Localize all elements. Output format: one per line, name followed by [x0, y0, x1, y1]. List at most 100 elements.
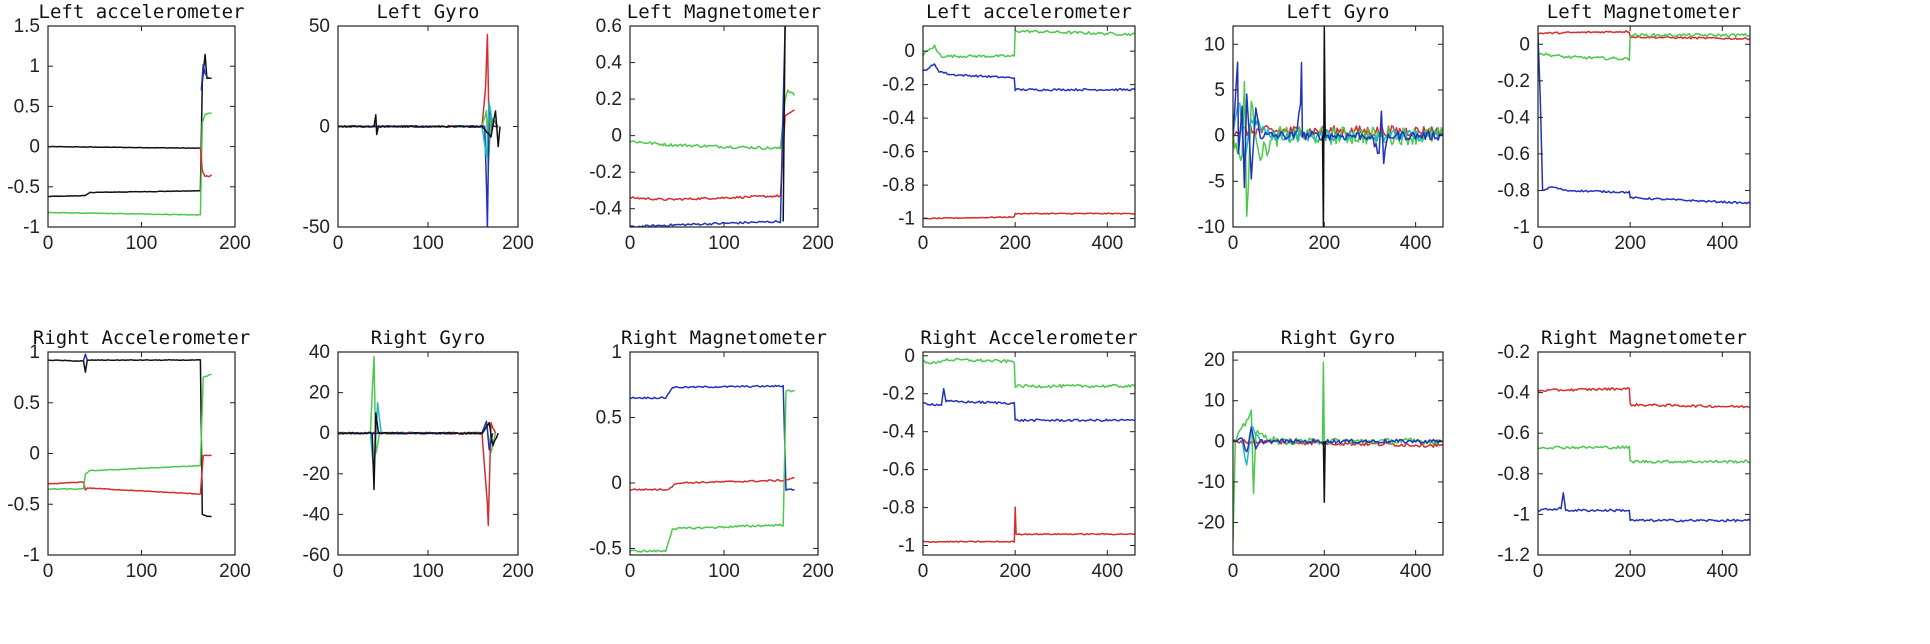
y-tick-label: 0: [29, 137, 40, 158]
y-tick-label: 1: [29, 342, 40, 363]
series-line-green: [1538, 32, 1750, 62]
series-group: [1538, 386, 1750, 523]
series-line-red: [923, 212, 1135, 220]
series-line-black: [1321, 26, 1326, 227]
series-line-green: [923, 357, 1135, 389]
y-tick-label: -1: [23, 217, 40, 238]
y-tick-label: 0.4: [596, 53, 623, 74]
series-line-blue: [1233, 61, 1443, 189]
y-tick-label: -0.4: [882, 108, 915, 129]
y-tick-label: -0.8: [882, 175, 915, 196]
chart-panel-12: Right Magnetometer 0 200 400 -1.2 -1 -0.8 -0.6 -…: [1497, 327, 1751, 582]
plot-frame: [47, 351, 236, 556]
chart-title: Right Accelerometer: [33, 327, 250, 349]
series-line-blue: [82, 353, 89, 362]
x-tick-label: 200: [1614, 233, 1646, 254]
series-line-red: [630, 476, 795, 491]
x-tick-label: 200: [802, 561, 834, 582]
series-group: [923, 29, 1135, 220]
y-tick-label: -40: [303, 504, 330, 525]
series-line-black: [338, 110, 501, 148]
chart-title: Left accelerometer: [39, 1, 245, 23]
chart-title: Right Magnetometer: [1541, 327, 1747, 349]
series-group: [1233, 26, 1443, 227]
series-line-green: [1538, 445, 1750, 464]
y-tick-label: 0.6: [596, 16, 622, 37]
x-tick-label: 0: [625, 561, 636, 582]
series-line-green: [1233, 80, 1443, 217]
y-tick-label: 20: [1204, 350, 1225, 371]
y-tick-label: -0.5: [589, 538, 622, 559]
x-tick-label: 0: [333, 233, 344, 254]
chart-title: Right Magnetometer: [621, 327, 827, 349]
plot-frame: [922, 25, 1136, 228]
x-tick-label: 400: [1400, 233, 1432, 254]
chart-title: Left Gyro: [377, 1, 480, 23]
series-line-blue: [200, 63, 210, 91]
series-line-blue: [630, 26, 795, 227]
chart-panel-3: Left Magnetometer 0 100 200 -0.4 -0.2 0 0.2 0.4 0…: [589, 1, 834, 254]
series-line-red: [630, 109, 795, 202]
y-tick-label: -0.4: [882, 422, 915, 443]
y-tick-label: 50: [309, 16, 330, 37]
y-tick-label: -0.6: [882, 460, 915, 481]
chart-title: Right Gyro: [1281, 327, 1395, 349]
y-tick-label: -5: [1208, 171, 1225, 192]
series-line-green: [48, 112, 212, 216]
x-tick-label: 100: [126, 233, 158, 254]
chart-panel-1: Left accelerometer 0 100 200 -1 -0.5 0 0.5 1 1.5: [7, 1, 251, 254]
y-tick-label: -1: [898, 536, 915, 557]
plot-frame: [1232, 25, 1444, 228]
x-tick-label: 200: [502, 233, 534, 254]
series-line-red: [48, 454, 212, 496]
y-tick-label: 0: [611, 126, 622, 147]
y-tick-label: 40: [309, 342, 330, 363]
y-tick-label: 0: [611, 473, 622, 494]
y-tick-label: -0.8: [882, 498, 915, 519]
chart-title: Left Gyro: [1287, 1, 1390, 23]
series-line-black: [48, 359, 212, 518]
x-tick-label: 400: [1706, 561, 1738, 582]
series-line-black: [782, 26, 786, 222]
series-line-blue: [923, 387, 1135, 423]
x-tick-label: 0: [1228, 233, 1239, 254]
chart-panel-11: Right Gyro 0 200 400 -20 -10 0 10 20: [1198, 327, 1444, 582]
series-line-green: [923, 29, 1135, 59]
chart-panel-4: Left accelerometer 0 200 400 -1 -0.8 -0.6 -0.4 -…: [882, 1, 1136, 254]
plot-frame: [1537, 25, 1751, 228]
series-line-black: [1322, 441, 1326, 503]
y-tick-label: -0.6: [882, 142, 915, 163]
y-tick-label: -0.4: [1497, 107, 1530, 128]
y-tick-label: 1.5: [14, 16, 40, 37]
chart-title: Left Magnetometer: [1547, 1, 1741, 23]
series-line-blue: [923, 63, 1135, 92]
y-tick-label: -1: [23, 545, 40, 566]
y-tick-label: -0.6: [1497, 423, 1530, 444]
y-tick-label: -1: [1513, 504, 1530, 525]
series-line-red: [338, 33, 499, 137]
x-tick-label: 100: [708, 233, 740, 254]
series-line-black: [338, 412, 499, 491]
x-tick-label: 0: [1533, 233, 1544, 254]
chart-title: Left accelerometer: [926, 1, 1132, 23]
y-tick-label: 0: [1519, 34, 1530, 55]
series-line-blue: [1538, 34, 1750, 205]
series-line-black: [48, 53, 212, 198]
series-group: [338, 355, 499, 527]
x-tick-label: 100: [412, 233, 444, 254]
x-tick-label: 100: [412, 561, 444, 582]
series-line-blue: [1233, 426, 1443, 453]
y-tick-label: -60: [303, 545, 330, 566]
y-tick-label: 5: [1214, 80, 1225, 101]
series-group: [630, 384, 795, 553]
y-tick-label: 20: [309, 383, 330, 404]
series-group: [338, 33, 501, 227]
x-tick-label: 0: [43, 233, 54, 254]
chart-title: Right Accelerometer: [920, 327, 1137, 349]
x-tick-label: 200: [999, 561, 1031, 582]
chart-title: Left Magnetometer: [627, 1, 821, 23]
plot-frame: [629, 25, 819, 228]
x-tick-label: 200: [502, 561, 534, 582]
